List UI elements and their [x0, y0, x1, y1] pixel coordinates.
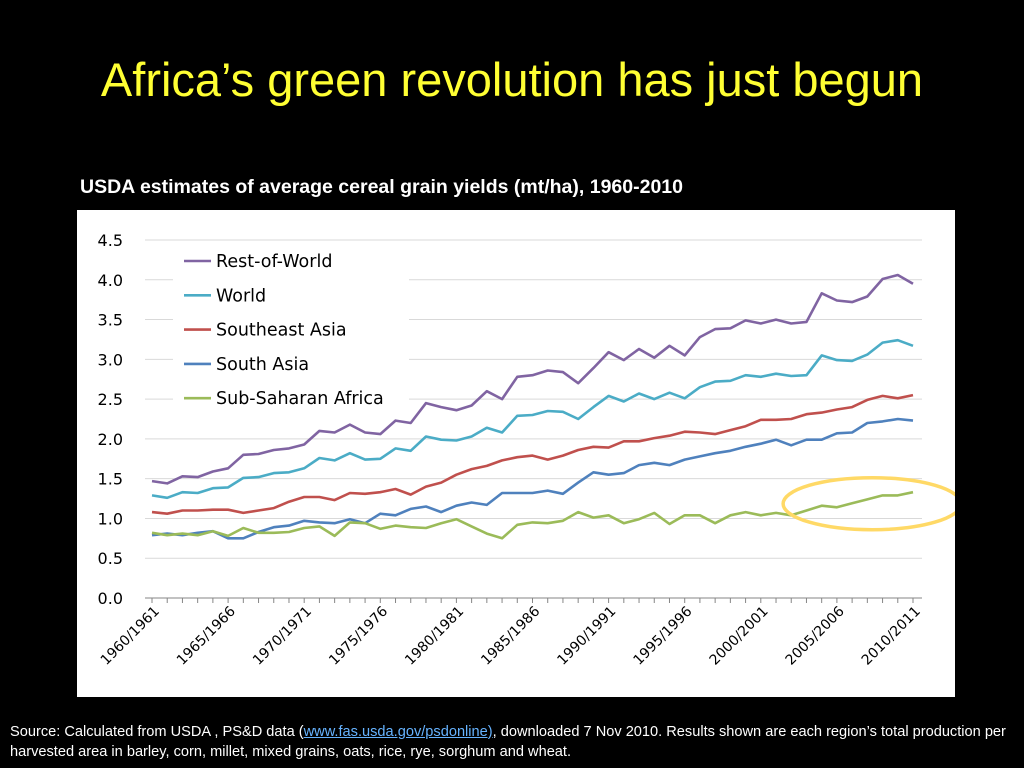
y-tick-label: 3.5 [98, 311, 123, 330]
source-note: Source: Calculated from USDA , PS&D data… [10, 722, 1014, 762]
y-tick-label: 1.5 [98, 470, 123, 489]
legend-box [173, 244, 409, 414]
legend-label: World [216, 286, 266, 306]
x-tick-label: 1975/1976 [326, 603, 391, 668]
y-tick-label: 0.0 [98, 589, 123, 608]
x-tick-label: 1985/1986 [478, 603, 543, 668]
series-line-southeast-asia [151, 393, 914, 516]
series-line-rest-of-world [151, 273, 914, 485]
y-tick-label: 2.5 [98, 390, 123, 409]
y-tick-label: 2.0 [98, 430, 123, 449]
x-tick-label: 1990/1991 [554, 604, 619, 669]
legend-label: Sub-Saharan Africa [216, 389, 384, 409]
slide-title: Africa’s green revolution has just begun [100, 53, 924, 106]
x-tick-label: 2005/2006 [783, 603, 848, 668]
legend-label: South Asia [216, 355, 309, 375]
legend-label: Southeast Asia [216, 321, 347, 341]
highlight-ellipse [781, 475, 955, 532]
x-tick-label: 1960/1961 [98, 604, 163, 669]
x-tick-label: 1970/1971 [250, 604, 315, 669]
y-tick-label: 1.0 [98, 509, 123, 528]
series-line-sub-saharan-africa [151, 490, 914, 540]
series-line-world [151, 338, 914, 500]
x-tick-label: 1980/1981 [402, 604, 467, 669]
y-tick-label: 4.0 [98, 271, 123, 290]
x-tick-label: 2000/2001 [707, 604, 772, 669]
y-tick-label: 0.5 [98, 549, 123, 568]
x-tick-label: 2010/2011 [859, 604, 924, 669]
series-line-south-asia [151, 417, 914, 540]
y-tick-label: 3.0 [98, 350, 123, 369]
chart-panel: 0.0 0.5 1.0 1.5 2.0 2.5 3.0 3.5 4.0 4.5 1960/1961 1… [77, 210, 955, 697]
x-tick-label: 1995/1996 [630, 603, 695, 668]
source-link[interactable]: www.fas.usda.gov/psdonline) [303, 724, 493, 740]
chart-caption: USDA estimates of average cereal grain y… [80, 176, 683, 198]
x-tick-label: 1965/1966 [174, 603, 239, 668]
source-prefix: Source: Calculated from USDA , PS&D data… [10, 724, 304, 740]
source-suffix: , downloaded 7 Nov 2010. Results shown a… [10, 724, 1006, 760]
legend-label: Rest-of-World [216, 252, 332, 272]
y-tick-label: 4.5 [98, 231, 123, 250]
